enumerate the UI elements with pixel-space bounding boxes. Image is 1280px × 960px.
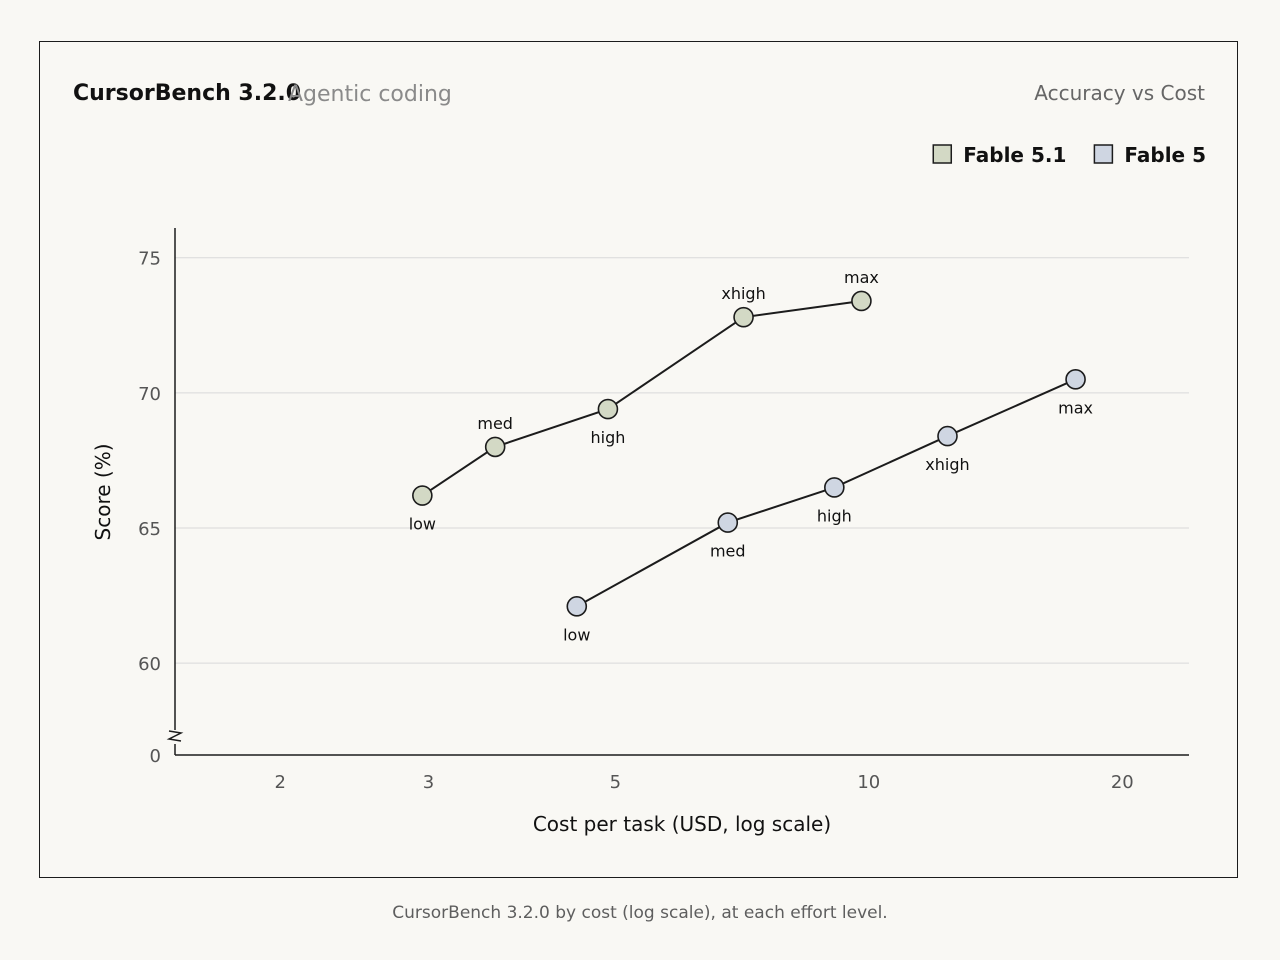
data-point-label: xhigh xyxy=(721,284,765,303)
x-tick-label: 5 xyxy=(610,772,621,793)
data-point-label: med xyxy=(477,414,513,433)
chart-subtitle: Agentic coding xyxy=(288,82,452,107)
y-tick-label: 65 xyxy=(138,519,161,540)
data-point-label: max xyxy=(844,268,879,287)
y-tick-label: 70 xyxy=(138,384,161,405)
tick-labels: 60 65 70 75 0 2 3 5 10 20 xyxy=(138,249,1134,793)
axis-break-gap xyxy=(171,730,179,744)
x-tick-label: 3 xyxy=(423,772,434,793)
legend: Fable 5 Fable 5.1 xyxy=(932,143,1206,167)
data-point xyxy=(937,425,958,447)
data-point xyxy=(566,596,588,617)
chart-frame xyxy=(39,41,1238,878)
data-point-label: low xyxy=(409,515,436,534)
data-point-label: high xyxy=(590,428,625,447)
data-point-label: med xyxy=(710,542,746,561)
grid xyxy=(175,257,1189,664)
axes xyxy=(166,228,1189,756)
legend-label: Fable 5.1 xyxy=(963,143,1066,167)
data-point xyxy=(484,436,506,458)
y-axis-label: Score (%) xyxy=(91,444,115,541)
data-point xyxy=(851,290,872,312)
x-tick-label: 20 xyxy=(1111,772,1134,793)
data-point xyxy=(597,398,619,420)
y-tick-label: 75 xyxy=(138,249,161,270)
data-point-label: max xyxy=(1058,398,1093,417)
chart-right-label: Accuracy vs Cost xyxy=(1034,81,1205,105)
data-point xyxy=(717,512,739,533)
x-tick-label: 2 xyxy=(274,772,285,793)
y-tick-label: 60 xyxy=(138,654,161,675)
data-point-label: high xyxy=(817,506,852,525)
data-point xyxy=(733,306,754,328)
axis-break-icon xyxy=(166,730,184,742)
x-tick-label: 10 xyxy=(857,772,880,793)
series-line xyxy=(421,299,862,497)
data-point-label: xhigh xyxy=(925,455,969,474)
data-point xyxy=(1065,369,1086,390)
legend-swatch xyxy=(932,144,953,164)
legend-swatch xyxy=(1093,144,1114,164)
data-point xyxy=(824,477,845,498)
figure-caption: CursorBench 3.2.0 by cost (log scale), a… xyxy=(392,903,888,923)
chart-title: CursorBench 3.2.0 xyxy=(73,81,301,106)
data-point xyxy=(412,485,433,506)
legend-label: Fable 5 xyxy=(1124,143,1206,167)
series-1: low med high xhigh max xyxy=(563,369,1093,644)
series-0: low med high xhigh max xyxy=(409,268,879,534)
data-point-label: low xyxy=(563,625,590,644)
y-tick-label-zero: 0 xyxy=(150,746,161,767)
x-axis-label: Cost per task (USD, log scale) xyxy=(533,812,831,836)
series-layer: low med high xhigh max low med high xhigh max xyxy=(409,268,1093,644)
